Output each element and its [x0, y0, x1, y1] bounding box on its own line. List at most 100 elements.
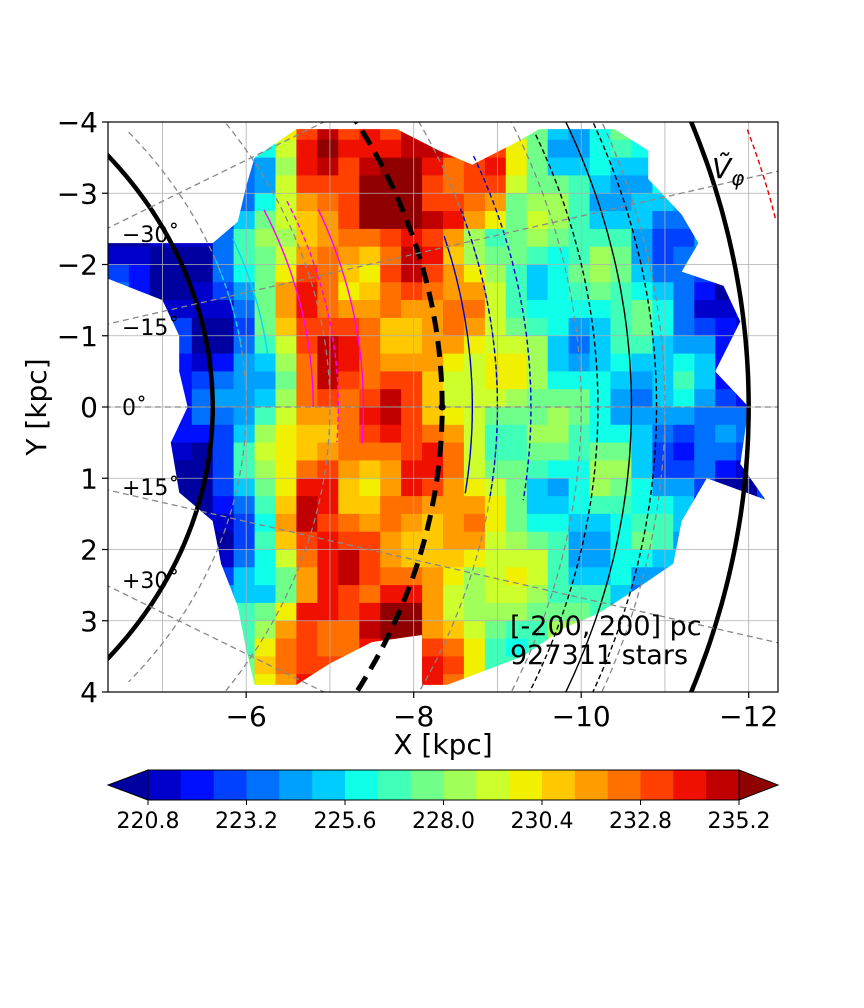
colorbar-tick-label: 232.8: [609, 809, 672, 834]
velocity-cell: [359, 638, 381, 657]
velocity-cell: [526, 228, 549, 248]
velocity-cell: [778, 550, 800, 568]
velocity-cell: [589, 157, 612, 176]
x-tick-label: −10: [552, 700, 611, 733]
velocity-cell: [401, 638, 423, 657]
velocity-cell: [526, 300, 549, 319]
spiral-arm-arc: [286, 200, 339, 443]
velocity-cell: [212, 620, 235, 640]
velocity-cell: [526, 424, 549, 444]
velocity-cell: [275, 602, 297, 622]
velocity-cell: [212, 496, 235, 515]
velocity-cell: [296, 211, 318, 230]
velocity-cell: [233, 496, 256, 515]
velocity-cell: [338, 656, 360, 675]
colorbar-segment: [345, 770, 379, 800]
velocity-cell: [694, 478, 716, 497]
velocity-cell: [149, 407, 172, 426]
velocity-cell: [191, 264, 214, 283]
velocity-cell: [443, 638, 465, 657]
velocity-cell: [401, 389, 423, 408]
velocity-cell: [296, 139, 318, 159]
velocity-cell: [505, 638, 528, 657]
azimuth-label: 0˚: [122, 396, 147, 421]
velocity-cell: [380, 424, 402, 444]
velocity-cell: [338, 175, 360, 194]
velocity-cell: [547, 335, 570, 355]
velocity-cell: [757, 656, 766, 675]
velocity-cell: [757, 567, 766, 586]
velocity-cell: [715, 389, 737, 408]
colorbar-tick-label: 225.6: [314, 809, 377, 834]
velocity-cell: [338, 211, 360, 230]
velocity-cell: [317, 638, 339, 657]
velocity-cell: [149, 157, 172, 176]
velocity-cell: [694, 264, 716, 283]
velocity-cell: [149, 674, 172, 685]
velocity-cell: [610, 424, 632, 444]
velocity-cell: [443, 228, 465, 248]
velocity-cell: [778, 532, 800, 550]
velocity-cell: [128, 139, 151, 159]
y-tick-label: −3: [57, 177, 98, 210]
velocity-cell: [484, 549, 507, 568]
spiral-arm-arc: [443, 235, 473, 494]
velocity-cell: [212, 549, 235, 568]
velocity-cell: [484, 139, 507, 159]
velocity-cell: [338, 228, 360, 248]
velocity-cell: [547, 228, 570, 248]
velocity-cell: [191, 371, 214, 390]
velocity-cell: [254, 246, 277, 266]
velocity-cell: [170, 175, 193, 194]
velocity-cell: [401, 157, 423, 176]
x-tick-label: −8: [393, 700, 434, 733]
velocity-cell: [589, 353, 612, 372]
velocity-cell: [296, 478, 318, 497]
velocity-cell: [673, 549, 695, 568]
velocity-cell: [568, 424, 591, 444]
velocity-cell: [296, 442, 318, 461]
velocity-cell: [317, 496, 339, 515]
velocity-cell: [275, 460, 297, 479]
velocity-cell: [610, 175, 632, 194]
velocity-cell: [694, 228, 716, 248]
velocity-cell: [526, 389, 549, 408]
velocity-cell: [547, 353, 570, 372]
velocity-cell: [463, 442, 486, 461]
velocity-cell: [443, 371, 465, 390]
velocity-cell: [610, 211, 632, 230]
velocity-cell: [463, 549, 486, 568]
velocity-cell: [631, 246, 653, 266]
velocity-cell: [359, 175, 381, 194]
velocity-cell: [715, 335, 737, 355]
velocity-cell: [212, 407, 235, 426]
velocity-cell: [757, 602, 766, 622]
velocity-cell: [589, 442, 612, 461]
velocity-cell: [275, 300, 297, 319]
velocity-cell: [233, 513, 256, 533]
velocity-cell: [715, 353, 737, 372]
velocity-cell: [422, 656, 444, 675]
velocity-cell: [212, 602, 235, 622]
velocity-cell: [422, 567, 444, 586]
velocity-cell: [778, 371, 800, 389]
velocity-cell: [275, 407, 297, 426]
velocity-cell: [631, 513, 653, 533]
velocity-cell: [652, 549, 674, 568]
sun-marker: [438, 403, 446, 411]
velocity-cell: [463, 300, 486, 319]
velocity-cell: [673, 353, 695, 372]
velocity-cell: [128, 371, 151, 390]
velocity-cell: [170, 129, 193, 141]
velocity-cell: [338, 353, 360, 372]
velocity-cell: [526, 129, 549, 141]
velocity-cell: [694, 246, 716, 266]
velocity-cell: [191, 656, 214, 675]
velocity-cell: [296, 282, 318, 301]
colorbar-extend-high: [738, 769, 780, 801]
velocity-cell: [778, 193, 800, 211]
velocity-cell: [589, 317, 612, 337]
velocity-cell: [589, 513, 612, 533]
velocity-cell: [296, 129, 318, 141]
velocity-cell: [233, 157, 256, 176]
